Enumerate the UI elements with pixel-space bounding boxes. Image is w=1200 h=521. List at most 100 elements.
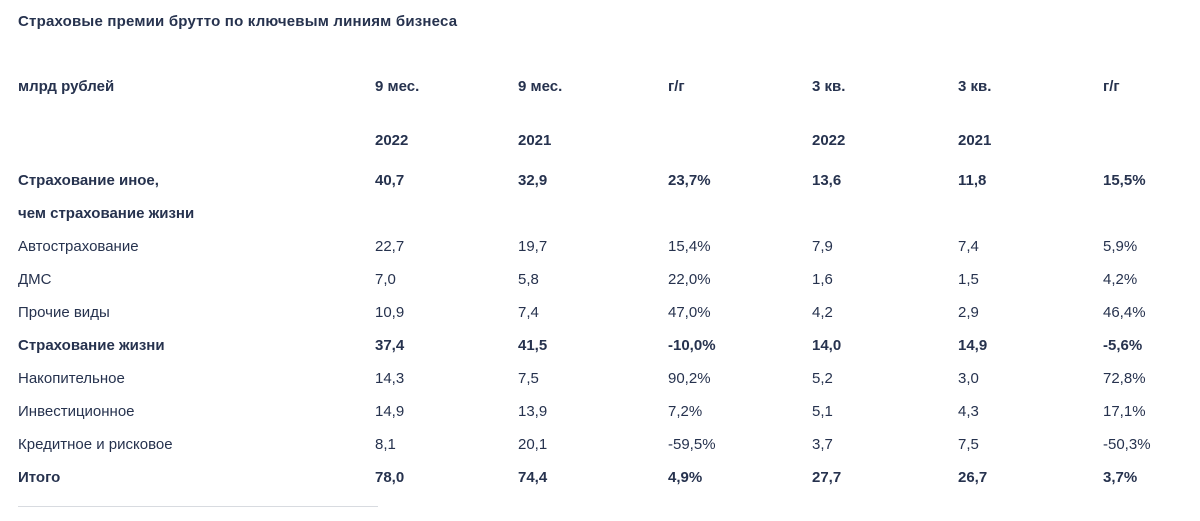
table-row: Страхование жизни 37,4 41,5 -10,0% 14,0 14,9 -… <box>18 329 1182 362</box>
cell-value: 3,7% <box>1103 469 1138 486</box>
cell-value: 11,8 <box>958 172 987 189</box>
cell-value: 7,4 <box>518 304 539 321</box>
col-header-period: 9 мес. <box>375 78 420 95</box>
table-row: Автострахование 22,7 19,7 15,4% 7,9 7,4 5,9% <box>18 230 1182 263</box>
row-label-cell: Инвестиционное <box>18 395 375 428</box>
col-header-year: 2021 <box>958 132 992 149</box>
cell-value: 23,7% <box>668 172 711 189</box>
cell-value: 1,6 <box>812 271 833 288</box>
cell-value: 37,4 <box>375 337 405 354</box>
row-label: Страхование иное, <box>18 172 159 189</box>
cell-value: 78,0 <box>375 469 405 486</box>
cell-value: 13,9 <box>518 403 548 420</box>
unit-label: млрд рублей <box>18 78 115 95</box>
cell-value: 15,5% <box>1103 172 1146 189</box>
cell-value: 22,0% <box>668 271 711 288</box>
cell-value: 4,2 <box>812 304 833 321</box>
cell-value: 20,1 <box>518 436 548 453</box>
row-label-cell: Страхование иное, чем страхование жизни <box>18 164 375 230</box>
table-row: Страхование иное, чем страхование жизни 40… <box>18 164 1182 230</box>
cell-value: 14,3 <box>375 370 405 387</box>
row-label-cell: ДМС <box>18 263 375 296</box>
row-label-line2: чем страхование жизни <box>18 205 195 222</box>
cell-value: 2,9 <box>958 304 979 321</box>
cell-value: 22,7 <box>375 238 405 255</box>
row-label: Прочие виды <box>18 304 110 321</box>
bottom-divider <box>18 506 378 507</box>
table-body: Страхование иное, чем страхование жизни 40… <box>18 164 1182 494</box>
cell-value: 47,0% <box>668 304 711 321</box>
cell-value: 74,4 <box>518 469 548 486</box>
col-header-period: 3 кв. <box>958 78 992 95</box>
table-row: Накопительное 14,3 7,5 90,2% 5,2 3,0 72,8% <box>18 362 1182 395</box>
cell-value: 3,7 <box>812 436 833 453</box>
cell-value: 14,9 <box>958 337 988 354</box>
cell-value: 7,5 <box>958 436 979 453</box>
cell-value: 7,2% <box>668 403 703 420</box>
cell-value: 90,2% <box>668 370 711 387</box>
cell-value: 3,0 <box>958 370 979 387</box>
row-label-cell: Страхование жизни <box>18 329 375 362</box>
row-label: Накопительное <box>18 370 125 387</box>
cell-value: 5,2 <box>812 370 833 387</box>
row-label: Итого <box>18 469 61 486</box>
table-row: Инвестиционное 14,9 13,9 7,2% 5,1 4,3 17,1% <box>18 395 1182 428</box>
row-label: Инвестиционное <box>18 403 135 420</box>
cell-value: 14,9 <box>375 403 405 420</box>
col-header-period: г/г <box>1103 78 1120 95</box>
row-label-cell: Автострахование <box>18 230 375 263</box>
cell-value: 4,2% <box>1103 271 1138 288</box>
cell-value: 1,5 <box>958 271 979 288</box>
cell-value: 46,4% <box>1103 304 1146 321</box>
col-header-year: 2021 <box>518 132 552 149</box>
cell-value: 5,9% <box>1103 238 1138 255</box>
cell-value: 32,9 <box>518 172 548 189</box>
cell-value: -50,3% <box>1103 436 1151 453</box>
premiums-table: млрд рублей 9 мес. 9 мес. г/г 3 кв. 3 кв. г/г 2… <box>18 76 1182 494</box>
cell-value: 72,8% <box>1103 370 1146 387</box>
cell-value: 14,0 <box>812 337 842 354</box>
row-label-cell: Кредитное и рисковое <box>18 428 375 461</box>
cell-value: 8,1 <box>375 436 396 453</box>
cell-value: 5,8 <box>518 271 539 288</box>
header-year-row: 2022 2021 2022 2021 <box>18 130 1182 152</box>
row-label-cell: Прочие виды <box>18 296 375 329</box>
cell-value: 27,7 <box>812 469 842 486</box>
cell-value: 10,9 <box>375 304 405 321</box>
table-header: млрд рублей 9 мес. 9 мес. г/г 3 кв. 3 кв. г/г 2… <box>18 76 1182 152</box>
row-label: Кредитное и рисковое <box>18 436 173 453</box>
table-row: Итого 78,0 74,4 4,9% 27,7 26,7 3,7% <box>18 461 1182 494</box>
row-label: Автострахование <box>18 238 139 255</box>
cell-value: -59,5% <box>668 436 716 453</box>
col-header-year: 2022 <box>375 132 409 149</box>
cell-value: 7,0 <box>375 271 396 288</box>
cell-value: 19,7 <box>518 238 548 255</box>
table-row: Прочие виды 10,9 7,4 47,0% 4,2 2,9 46,4% <box>18 296 1182 329</box>
cell-value: 41,5 <box>518 337 548 354</box>
cell-value: 7,4 <box>958 238 979 255</box>
col-header-period: 3 кв. <box>812 78 846 95</box>
table-row: Кредитное и рисковое 8,1 20,1 -59,5% 3,7 7,5 -… <box>18 428 1182 461</box>
row-label-cell: Накопительное <box>18 362 375 395</box>
row-label: Страхование жизни <box>18 337 165 354</box>
col-header-period: 9 мес. <box>518 78 563 95</box>
cell-value: -10,0% <box>668 337 716 354</box>
cell-value: 17,1% <box>1103 403 1146 420</box>
cell-value: 7,9 <box>812 238 833 255</box>
cell-value: 40,7 <box>375 172 405 189</box>
row-label-cell: Итого <box>18 461 375 494</box>
cell-value: 5,1 <box>812 403 833 420</box>
header-period-row: млрд рублей 9 мес. 9 мес. г/г 3 кв. 3 кв. г/г <box>18 76 1182 98</box>
cell-value: 4,9% <box>668 469 703 486</box>
cell-value: 4,3 <box>958 403 979 420</box>
cell-value: -5,6% <box>1103 337 1143 354</box>
page-title: Страховые премии брутто по ключевым лини… <box>18 13 458 30</box>
table-row: ДМС 7,0 5,8 22,0% 1,6 1,5 4,2% <box>18 263 1182 296</box>
cell-value: 26,7 <box>958 469 988 486</box>
col-header-period: г/г <box>668 78 685 95</box>
cell-value: 13,6 <box>812 172 842 189</box>
col-header-year: 2022 <box>812 132 846 149</box>
cell-value: 7,5 <box>518 370 539 387</box>
cell-value: 15,4% <box>668 238 711 255</box>
